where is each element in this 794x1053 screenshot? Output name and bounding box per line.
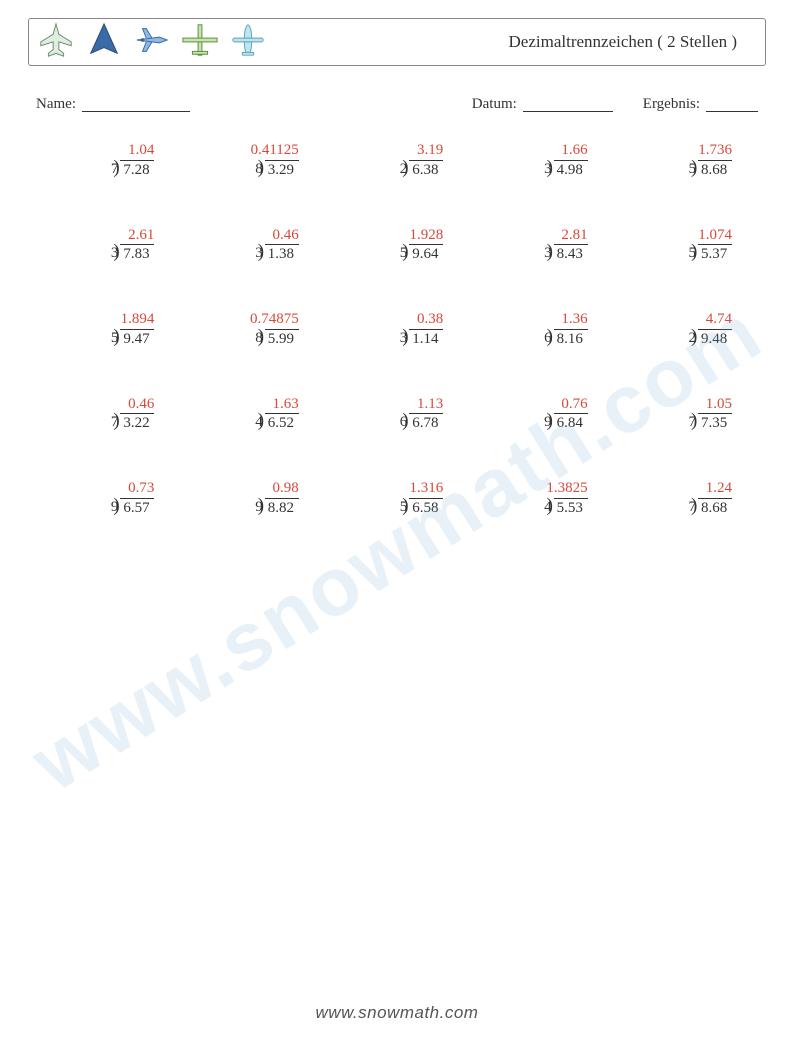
plane-delta-icon (85, 21, 123, 64)
dividend-value: 6.52 (265, 413, 299, 433)
problem-cell: 4.7429.48 (614, 310, 758, 349)
problem-cell: 3.1926.38 (325, 141, 469, 180)
dividend-value: 8.82 (265, 498, 299, 518)
dividend-value: 3.29 (265, 160, 299, 180)
dividend-value: 1.38 (265, 244, 299, 264)
problem-cell: 1.31656.58 (325, 479, 469, 518)
result-blank[interactable] (706, 96, 758, 112)
dividend-value: 9.64 (409, 244, 443, 264)
header-icons (37, 21, 267, 64)
dividend-value: 6.57 (120, 498, 154, 518)
dividend-value: 6.84 (554, 413, 588, 433)
name-blank[interactable] (82, 96, 190, 112)
header-box: Dezimaltrennzeichen ( 2 Stellen ) (28, 18, 766, 66)
dividend-value: 8.68 (698, 160, 732, 180)
plane-top-icon (229, 21, 267, 64)
dividend-value: 6.58 (409, 498, 443, 518)
dividend-value: 6.38 (409, 160, 443, 180)
problem-cell: 0.9898.82 (180, 479, 324, 518)
problem-cell: 1.0477.28 (36, 141, 180, 180)
info-row: Name: Datum: Ergebnis: (36, 96, 758, 113)
problem-cell: 0.4673.22 (36, 395, 180, 434)
problem-cell: 1.6634.98 (469, 141, 613, 180)
plane-prop-icon (181, 21, 219, 64)
dividend-value: 5.99 (265, 329, 299, 349)
problem-cell: 1.0577.35 (614, 395, 758, 434)
problem-cell: 0.7396.57 (36, 479, 180, 518)
problem-cell: 2.8138.43 (469, 226, 613, 265)
dividend-value: 3.22 (120, 413, 154, 433)
dividend-value: 7.83 (120, 244, 154, 264)
problem-cell: 0.4112583.29 (180, 141, 324, 180)
worksheet-title: Dezimaltrennzeichen ( 2 Stellen ) (509, 32, 745, 52)
problem-cell: 0.4631.38 (180, 226, 324, 265)
dividend-value: 7.35 (698, 413, 732, 433)
dividend-value: 5.53 (554, 498, 588, 518)
problems-grid: 1.0477.280.4112583.293.1926.381.6634.981… (36, 141, 758, 518)
date-blank[interactable] (523, 96, 613, 112)
dividend-value: 8.43 (554, 244, 588, 264)
problem-cell: 1.07455.37 (614, 226, 758, 265)
date-label: Datum: (472, 96, 517, 113)
footer-link[interactable]: www.snowmath.com (0, 1003, 794, 1023)
problem-cell: 0.3831.14 (325, 310, 469, 349)
dividend-value: 9.48 (698, 329, 732, 349)
result-label: Ergebnis: (643, 96, 700, 113)
problem-cell: 2.6137.83 (36, 226, 180, 265)
problem-cell: 1.2478.68 (614, 479, 758, 518)
dividend-value: 6.78 (409, 413, 443, 433)
plane-fighter-icon (37, 21, 75, 64)
problem-cell: 1.73658.68 (614, 141, 758, 180)
problem-cell: 1.92859.64 (325, 226, 469, 265)
dividend-value: 7.28 (120, 160, 154, 180)
dividend-value: 5.37 (698, 244, 732, 264)
problem-cell: 1.382545.53 (469, 479, 613, 518)
problem-cell: 1.6346.52 (180, 395, 324, 434)
name-label: Name: (36, 96, 76, 113)
dividend-value: 8.16 (554, 329, 588, 349)
dividend-value: 9.47 (120, 329, 154, 349)
problem-cell: 1.3668.16 (469, 310, 613, 349)
problem-cell: 0.7696.84 (469, 395, 613, 434)
plane-jet-icon (133, 21, 171, 64)
problem-cell: 1.1366.78 (325, 395, 469, 434)
dividend-value: 8.68 (698, 498, 732, 518)
dividend-value: 4.98 (554, 160, 588, 180)
problem-cell: 1.89459.47 (36, 310, 180, 349)
problem-cell: 0.7487585.99 (180, 310, 324, 349)
dividend-value: 1.14 (409, 329, 443, 349)
